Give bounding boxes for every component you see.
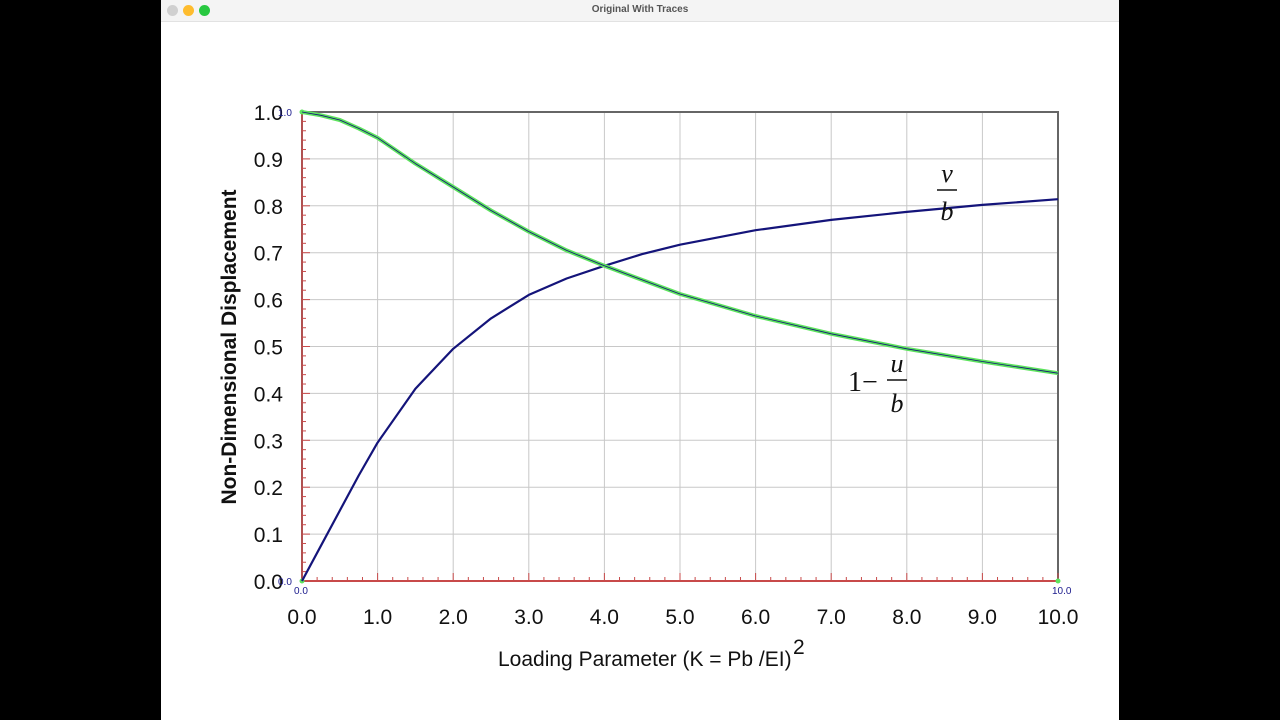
trace-label-y-bottom: 0.0	[278, 577, 292, 588]
x-axis-title: Loading Parameter (K = Pb /EI)	[498, 648, 792, 671]
y-tick-label: 0.6	[254, 290, 283, 313]
maximize-window-button[interactable]	[199, 5, 210, 16]
y-tick-label: 0.4	[254, 383, 284, 406]
title-bar: Original With Traces	[161, 0, 1119, 22]
window-title: Original With Traces	[591, 4, 689, 15]
trace-axes	[299, 109, 1061, 584]
x-tick-label: 7.0	[817, 606, 846, 629]
y-tick-label: 0.3	[254, 430, 283, 453]
x-axis-title-superscript: 2	[793, 636, 805, 659]
chart-canvas: 0.0 0.1 0.2 0.3 0.4 0.5 0.6 0.7 0.8 0.9 1.0 0.0 1.0…	[218, 102, 1078, 671]
x-tick-labels: 0.0 1.0 2.0 3.0 4.0 5.0 6.0 7.0 8.0 9.0 10.0	[287, 606, 1078, 629]
y-tick-label: 0.2	[254, 477, 283, 500]
series-label-prefix: 1−	[848, 367, 878, 398]
y-tick-label: 0.7	[254, 243, 283, 266]
trace-label-y-top: 1.0	[278, 108, 292, 119]
y-tick-label: 0.1	[254, 524, 283, 547]
y-tick-label: 0.9	[254, 149, 283, 172]
x-tick-label: 9.0	[968, 606, 997, 629]
minimize-window-button[interactable]	[183, 5, 194, 16]
series-label-numerator: v	[941, 159, 953, 188]
x-tick-label: 0.0	[287, 606, 316, 629]
close-window-button[interactable]	[167, 5, 178, 16]
y-tick-label: 0.0	[254, 571, 283, 594]
series-label-denominator: b	[941, 197, 954, 226]
y-tick-label: 0.5	[254, 337, 283, 360]
x-tick-label: 2.0	[439, 606, 468, 629]
x-tick-label: 1.0	[363, 606, 392, 629]
x-tick-label: 8.0	[892, 606, 921, 629]
app-window: Original With Traces 0.0 0.1 0.2 0.3 0.4 0.5 0…	[161, 0, 1119, 720]
series-label-v-over-b: v b	[937, 159, 957, 226]
series-0-line	[301, 198, 1059, 582]
trace-label-x-right: 10.0	[1052, 586, 1072, 597]
x-tick-label: 4.0	[590, 606, 619, 629]
x-tick-label: 3.0	[514, 606, 543, 629]
series-1-line	[301, 111, 1059, 374]
trace-endpoint-marker	[1055, 578, 1061, 584]
y-tick-labels: 0.0 0.1 0.2 0.3 0.4 0.5 0.6 0.7 0.8 0.9 1.0	[254, 102, 284, 594]
series-label-one-minus-u-over-b: 1− u b	[848, 349, 907, 418]
y-tick-label: 1.0	[254, 102, 283, 125]
series-label-denominator: b	[891, 389, 904, 418]
y-tick-label: 0.8	[254, 196, 283, 219]
data-curves	[301, 110, 1059, 582]
y-axis-title: Non-Dimensional Displacement	[218, 189, 241, 504]
trace-label-x-left: 0.0	[294, 586, 308, 597]
x-tick-label: 10.0	[1038, 606, 1079, 629]
series-label-numerator: u	[891, 349, 904, 378]
x-tick-label: 6.0	[741, 606, 770, 629]
x-tick-label: 5.0	[665, 606, 694, 629]
